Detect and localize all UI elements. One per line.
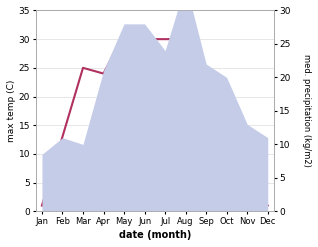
Y-axis label: max temp (C): max temp (C): [7, 80, 16, 142]
Y-axis label: med. precipitation (kg/m2): med. precipitation (kg/m2): [302, 54, 311, 167]
X-axis label: date (month): date (month): [119, 230, 191, 240]
